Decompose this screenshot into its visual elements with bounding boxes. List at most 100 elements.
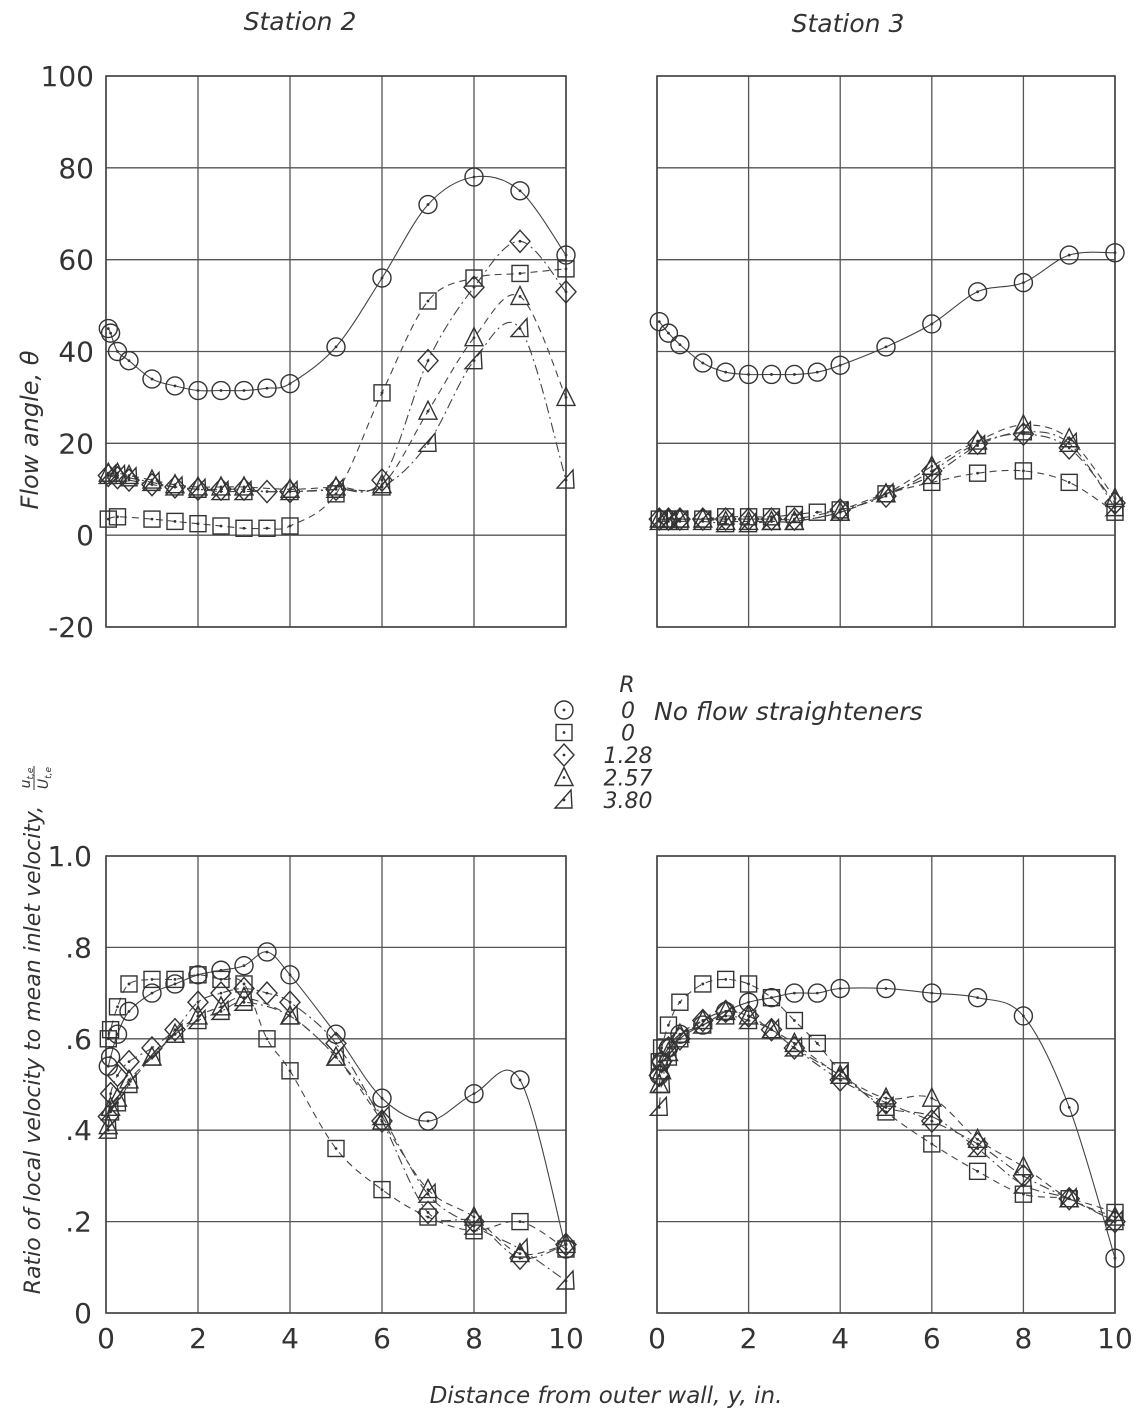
data-point-square xyxy=(212,517,230,535)
legend-value: 0 xyxy=(621,699,635,724)
data-point-circle xyxy=(1059,1097,1079,1118)
data-point-circle xyxy=(876,978,896,999)
data-point-circle xyxy=(738,364,759,385)
data-point-diamond xyxy=(417,1200,439,1225)
data-point-circle xyxy=(107,1024,128,1044)
data-point-diamond xyxy=(555,279,577,304)
data-point-diamond xyxy=(509,229,531,254)
data-point-slanttriangle xyxy=(783,1036,804,1057)
gridlines xyxy=(105,855,567,1314)
data-point-square xyxy=(694,975,712,993)
series-curve-square xyxy=(658,978,1116,1214)
data-point-circle xyxy=(1105,1248,1125,1268)
data-point-circle xyxy=(649,311,669,332)
data-point-circle xyxy=(784,983,805,1003)
data-point-slanttriangle xyxy=(118,1072,138,1094)
plot-frame xyxy=(105,75,567,628)
data-point-slanttriangle xyxy=(106,463,127,485)
x-tick-label: 6 xyxy=(373,1322,391,1355)
y-tick-label: 1.0 xyxy=(47,840,92,873)
y-tick-label: 0 xyxy=(74,1297,92,1330)
data-point-square xyxy=(258,519,276,537)
data-point-square xyxy=(785,1011,804,1030)
legend-value: 2.57 xyxy=(604,767,653,792)
ylabel-velocity-ratio-group: Ratio of local velocity to mean inlet ve… xyxy=(18,766,54,1294)
title-station-2: Station 2 xyxy=(244,7,357,36)
data-point-circle xyxy=(372,268,392,288)
data-point-diamond xyxy=(829,1067,852,1092)
data-point-slanttriangle xyxy=(669,509,689,531)
data-point-circle xyxy=(372,1088,392,1108)
data-point-circle xyxy=(234,380,254,401)
data-point-slanttriangle xyxy=(715,1004,735,1025)
chart-station-2-flow-angle: -20 0 20 40 60 80 100 xyxy=(41,60,577,644)
data-point-circle xyxy=(418,194,438,215)
data-point-circle xyxy=(257,942,277,962)
data-point-circle xyxy=(464,167,484,187)
data-point-slanttriangle xyxy=(648,1095,669,1117)
data-point-circle xyxy=(326,1024,346,1044)
data-point-triangle xyxy=(417,399,439,420)
series-circle xyxy=(98,167,576,401)
data-point-circle xyxy=(100,323,121,343)
data-point-circle xyxy=(830,355,850,375)
legend-entry: 0 No flow straighteners xyxy=(554,697,923,726)
data-point-slanttriangle xyxy=(555,468,575,489)
xlabel-distance: Distance from outer wall, y, in. xyxy=(430,1383,783,1409)
data-point-circle xyxy=(967,987,988,1008)
data-point-diamond xyxy=(463,275,485,300)
data-point-slanttriangle xyxy=(371,475,391,496)
y-tick-label: 100 xyxy=(41,60,94,93)
y-tick-label: 40 xyxy=(58,336,94,369)
x-tick-label: 2 xyxy=(189,1322,207,1355)
data-point-slanttriangle xyxy=(829,500,849,521)
data-point-slanttriangle xyxy=(715,511,735,533)
x-tick-label: 8 xyxy=(1014,1322,1032,1355)
gridlines xyxy=(105,75,567,628)
data-point-square xyxy=(373,384,391,402)
data-point-square xyxy=(189,966,207,984)
data-point-circle xyxy=(922,983,942,1003)
series-curve-triangle xyxy=(659,424,1116,523)
series-curve-triangle xyxy=(658,1010,1116,1218)
data-point-slanttriangle xyxy=(829,1063,849,1085)
x-tick-label: 4 xyxy=(281,1322,299,1355)
data-point-slanttriangle xyxy=(692,509,712,531)
data-point-square xyxy=(968,464,987,482)
series-curve-slanttriangle xyxy=(108,321,567,493)
data-point-square xyxy=(281,1062,299,1080)
data-point-triangle xyxy=(1013,1155,1034,1176)
data-point-slanttriangle xyxy=(657,509,678,531)
legend-entry: 2.57 xyxy=(553,765,653,792)
data-point-circle xyxy=(556,245,576,265)
data-point-circle xyxy=(830,978,850,999)
x-tick-label: 0 xyxy=(97,1322,115,1355)
data-point-triangle xyxy=(509,284,531,306)
data-point-slanttriangle xyxy=(783,509,804,531)
series-slanttriangle xyxy=(648,1004,1124,1231)
data-point-circle xyxy=(98,318,119,339)
data-point-circle xyxy=(716,362,736,382)
gridlines xyxy=(656,855,1116,1314)
data-point-slanttriangle xyxy=(325,1045,345,1066)
legend-header: R xyxy=(619,673,634,698)
data-point-slanttriangle xyxy=(1012,1173,1033,1194)
data-point-slanttriangle xyxy=(967,1136,987,1158)
legend-marker-circle xyxy=(554,700,574,720)
data-point-square xyxy=(808,503,826,521)
data-point-slanttriangle xyxy=(371,1104,391,1126)
data-point-slanttriangle xyxy=(210,479,230,501)
data-point-circle xyxy=(807,983,827,1003)
series-diamond xyxy=(97,229,577,504)
data-point-slanttriangle xyxy=(233,479,253,501)
series-curve-square xyxy=(659,469,1116,520)
data-point-circle xyxy=(165,974,185,994)
data-point-circle xyxy=(693,353,713,373)
series-slanttriangle xyxy=(648,420,1124,533)
data-point-diamond xyxy=(417,348,439,373)
ylabel-flow-angle: Flow angle, θ xyxy=(16,350,44,509)
data-point-circle xyxy=(142,983,162,1003)
legend-entry: 3.80 xyxy=(553,788,652,814)
series-curve-circle xyxy=(658,251,1116,376)
data-point-square xyxy=(739,975,758,993)
